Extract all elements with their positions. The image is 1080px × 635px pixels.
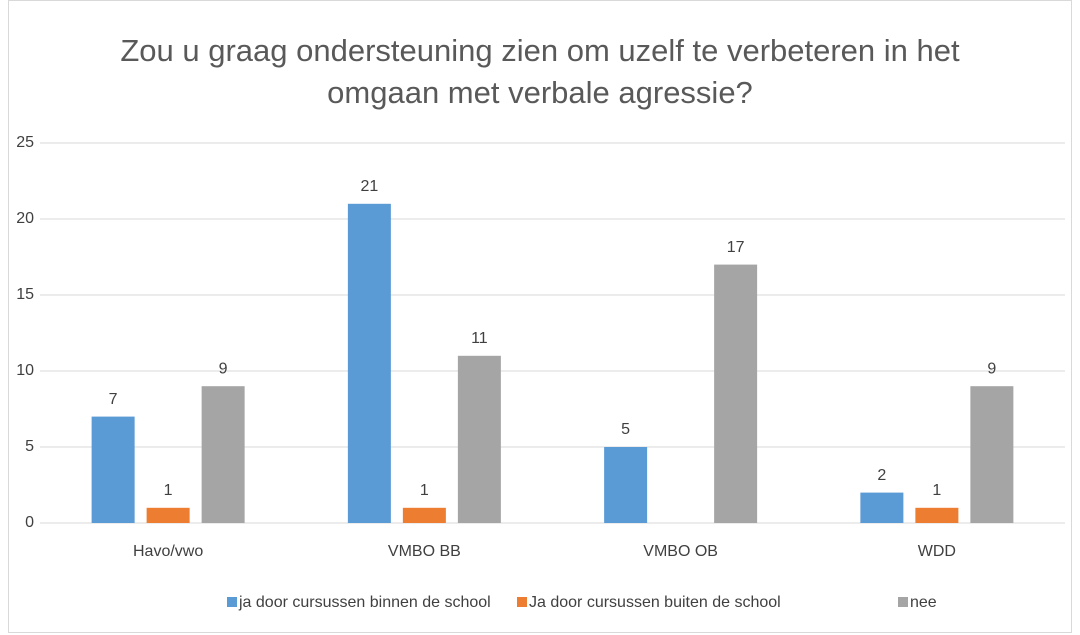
x-tick-label: VMBO BB bbox=[388, 543, 461, 560]
legend-label: ja door cursussen binnen de school bbox=[238, 594, 491, 611]
x-tick-label: Havo/vwo bbox=[133, 543, 203, 560]
legend-swatch bbox=[227, 597, 237, 607]
value-label: 9 bbox=[987, 360, 996, 377]
bar bbox=[347, 203, 391, 524]
value-label: 7 bbox=[109, 391, 118, 408]
bar bbox=[402, 507, 446, 523]
chart-border bbox=[8, 0, 1072, 633]
x-tick-label: WDD bbox=[918, 543, 956, 560]
legend-swatch bbox=[517, 597, 527, 607]
value-label: 2 bbox=[877, 467, 886, 484]
y-tick-label: 0 bbox=[25, 514, 34, 531]
value-label: 9 bbox=[219, 360, 228, 377]
value-label: 21 bbox=[360, 178, 378, 195]
legend-label: Ja door cursussen buiten de school bbox=[529, 594, 781, 611]
legend-label: nee bbox=[910, 594, 937, 611]
value-label: 1 bbox=[164, 482, 173, 499]
bar bbox=[714, 264, 758, 523]
bar bbox=[91, 416, 135, 523]
legend-swatch bbox=[898, 597, 908, 607]
y-tick-label: 15 bbox=[16, 286, 34, 303]
bar bbox=[604, 447, 648, 523]
y-tick-label: 10 bbox=[16, 362, 34, 379]
value-label: 1 bbox=[932, 482, 941, 499]
x-tick-label: VMBO OB bbox=[643, 543, 718, 560]
bar bbox=[201, 386, 245, 523]
bar bbox=[860, 492, 904, 523]
value-label: 11 bbox=[471, 330, 488, 347]
y-tick-label: 20 bbox=[16, 210, 34, 227]
bar bbox=[146, 507, 190, 523]
value-label: 5 bbox=[621, 421, 630, 438]
bar bbox=[915, 507, 959, 523]
bar bbox=[970, 386, 1014, 523]
y-tick-label: 5 bbox=[25, 438, 34, 455]
value-label: 17 bbox=[727, 239, 745, 256]
value-label: 1 bbox=[420, 482, 429, 499]
y-tick-label: 25 bbox=[16, 134, 34, 151]
bar bbox=[457, 355, 501, 523]
chart-title: Zou u graag ondersteuning zien om uzelf … bbox=[120, 33, 960, 110]
